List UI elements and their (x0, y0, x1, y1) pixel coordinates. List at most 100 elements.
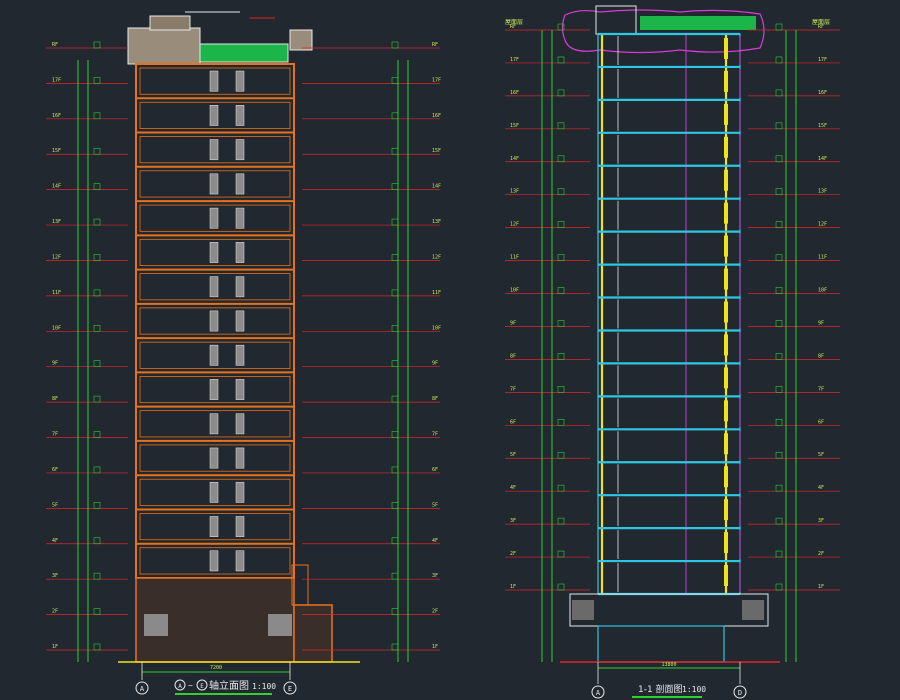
facade-window (235, 276, 245, 298)
section-floor-label-left: 12F (510, 222, 519, 228)
facade-window (235, 139, 245, 161)
floor-label-left: 8F (52, 396, 58, 402)
section-column-seg (724, 532, 728, 554)
elevation-mark (775, 56, 783, 64)
floor-label-right: 5F (432, 502, 438, 508)
section-floor-label-right: 16F (818, 90, 827, 96)
elevation-mark (93, 466, 101, 474)
floor-label-left: 5F (52, 502, 58, 508)
elevation-mark (93, 395, 101, 403)
section-floor-label-left: 17F (510, 57, 519, 63)
elevation-mark (557, 23, 565, 31)
elevation-mark (557, 550, 565, 558)
elevation-mark (391, 77, 399, 84)
floor-label-right: 14F (432, 184, 441, 190)
facade-window (235, 70, 245, 92)
floor-label-right: 4F (432, 538, 438, 544)
elevation-mark (391, 431, 399, 438)
section-floor-label-right: 15F (818, 123, 827, 129)
section-axis-label-a: A (596, 689, 601, 697)
floor-label-right: RF (432, 42, 438, 48)
elevation-mark (93, 147, 101, 155)
elevation-mark (391, 360, 399, 368)
section-axis-circle-d (733, 685, 747, 699)
section-floor-label-left: 7F (510, 386, 516, 392)
elevation-scale: 1:100 (252, 682, 276, 691)
section-column-seg (724, 565, 728, 586)
elevation-mark (775, 221, 783, 228)
elevation-mark (775, 386, 783, 393)
facade-bay (139, 513, 291, 541)
elevation-mark (391, 643, 399, 651)
section-floor-label-right: 3F (818, 518, 824, 524)
section-axis-circle-a (591, 685, 605, 699)
roof-green-panel (199, 43, 289, 63)
elevation-mark (557, 287, 565, 294)
facade-bay (139, 136, 291, 164)
facade-window (209, 379, 219, 400)
elevation-mark (775, 287, 783, 294)
facade-window (235, 105, 245, 126)
elevation-mark (391, 112, 399, 120)
section-column-seg (724, 235, 728, 257)
a-e-axis-elevation: 1F 1F 2F 2F 3F 3F 4F 4F 5F 5F 6F 6F 7F 7F 8F 8F 9F 9F 10F 1… (46, 11, 441, 695)
facade-window (209, 207, 219, 229)
elevation-mark (775, 23, 783, 31)
elevation-mark (775, 517, 783, 525)
section-width-dim-text: 13800 (661, 662, 676, 668)
facade-bay (139, 307, 291, 335)
facade-window (209, 447, 219, 469)
floor-label-left: RF (52, 42, 58, 48)
floor-label-right: 1F (432, 644, 438, 650)
facade-window (235, 550, 245, 572)
section-floor-label-right: 8F (818, 353, 824, 359)
elevation-mark (391, 41, 399, 49)
section-floor-label-right: RF (818, 24, 824, 30)
facade-bay (139, 238, 291, 266)
roof-label-right: 屋面层 (812, 19, 830, 26)
facade-bay (139, 204, 291, 232)
section-column-seg (724, 70, 728, 92)
elevation-title: 轴立面图 (209, 679, 249, 692)
floor-label-right: 13F (432, 219, 441, 225)
section-column-seg (724, 400, 728, 422)
roof-parapet (127, 27, 201, 65)
elevation-mark (557, 353, 565, 360)
section-floor-label-left: 11F (510, 255, 519, 261)
section-tower-outline (597, 33, 741, 595)
elevation-mark (93, 572, 101, 580)
facade-window (209, 413, 219, 435)
section-column-seg (724, 103, 728, 125)
facade-bay (139, 170, 291, 198)
section-axis-label-d: D (738, 689, 742, 697)
elevation-mark (775, 155, 783, 163)
facade-window (235, 447, 245, 469)
section-floor-label-left: RF (510, 24, 516, 30)
floor-label-left: 7F (52, 432, 58, 438)
elevation-mark (557, 451, 565, 459)
elevation-mark (391, 572, 399, 580)
facade-window (235, 379, 245, 400)
facade-window (209, 242, 219, 263)
elevation-mark (557, 418, 565, 426)
floor-label-left: 11F (52, 290, 61, 296)
facade-window (209, 105, 219, 126)
floor-label-right: 17F (432, 77, 441, 83)
facade-bay (139, 101, 291, 129)
section-floor-label-left: 8F (510, 353, 516, 359)
section-floor-label-right: 7F (818, 386, 824, 392)
floor-label-right: 7F (432, 432, 438, 438)
facade-window (235, 516, 245, 537)
section-title: 1-1 剖面图 (638, 683, 683, 695)
annex-block (293, 604, 333, 663)
section-floor-label-right: 17F (818, 57, 827, 63)
section-column-seg (724, 38, 728, 59)
title-circle-e (196, 679, 208, 691)
elevation-mark (93, 360, 101, 368)
floor-label-right: 15F (432, 148, 441, 154)
elevation-mark (775, 451, 783, 459)
section-floor-label-left: 14F (510, 156, 519, 162)
title-circle-e-label: E (200, 683, 204, 690)
elevation-mark (93, 183, 101, 190)
